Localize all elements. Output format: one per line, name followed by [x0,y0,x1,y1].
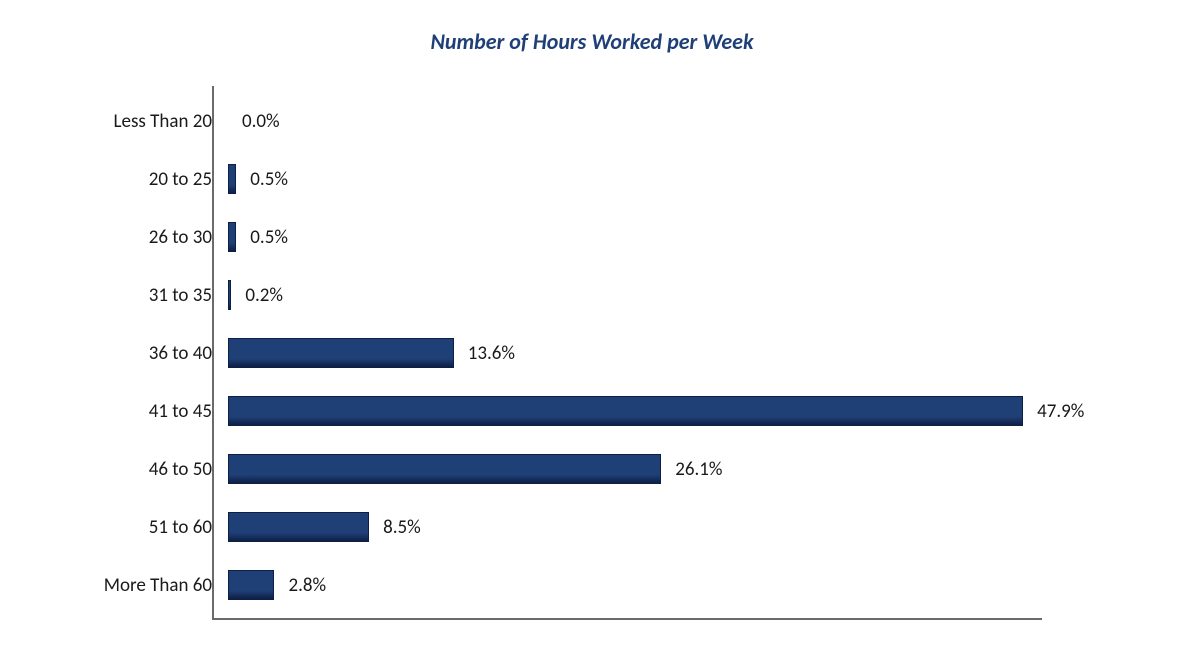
value-label: 0.0% [228,110,280,133]
bar [228,454,661,484]
value-label: 0.5% [236,168,288,191]
value-label: 26.1% [661,458,722,481]
bar [228,222,236,252]
bar-row: 51 to 60 8.5% [60,498,421,556]
category-label: Less Than 20 [60,110,228,133]
value-label: 0.2% [231,284,283,307]
bar-row: 26 to 30 0.5% [60,208,288,266]
value-label: 0.5% [236,226,288,249]
category-label: 20 to 25 [60,168,228,191]
category-label: 51 to 60 [60,516,228,539]
bar-row: 20 to 25 0.5% [60,150,288,208]
category-label: More Than 60 [60,574,228,597]
bar-row: More Than 60 2.8% [60,556,326,614]
category-label: 41 to 45 [60,400,228,423]
x-axis [212,618,1042,620]
value-label: 47.9% [1023,400,1084,423]
bar-row: 46 to 50 26.1% [60,440,723,498]
category-label: 46 to 50 [60,458,228,481]
bar [228,512,369,542]
bar [228,396,1023,426]
category-label: 26 to 30 [60,226,228,249]
bar [228,164,236,194]
bar-row: 31 to 350.2% [60,266,283,324]
bar [228,570,274,600]
bar [228,338,454,368]
hours-worked-chart: Number of Hours Worked per Week Less Tha… [0,0,1184,656]
category-label: 36 to 40 [60,342,228,365]
category-label: 31 to 35 [60,284,228,307]
plot-area: Less Than 200.0% 20 to 25 0.5% 26 to 30 0.5%… [60,92,1162,624]
chart-title: Number of Hours Worked per Week [0,28,1184,55]
bar-row: 36 to 40 13.6% [60,324,515,382]
bar-row: 41 to 45 47.9% [60,382,1084,440]
value-label: 13.6% [454,342,515,365]
bar-row: Less Than 200.0% [60,92,280,150]
value-label: 2.8% [274,574,326,597]
value-label: 8.5% [369,516,421,539]
